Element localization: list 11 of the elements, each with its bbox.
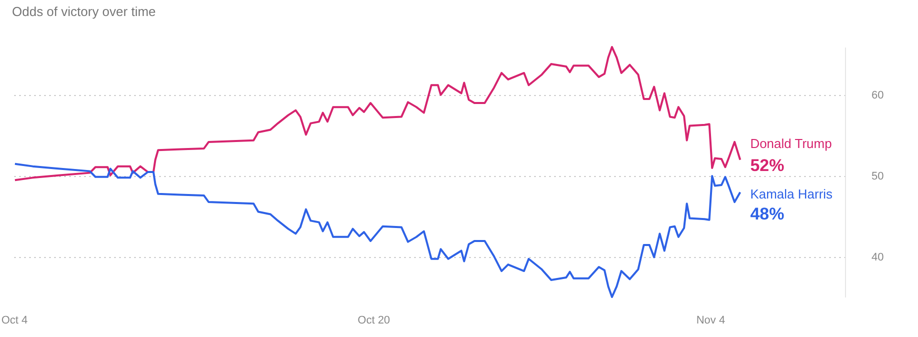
x-tick-label: Oct 20 [358,314,390,326]
y-tick-label: 50 [872,170,884,183]
y-tick-label: 60 [872,89,884,102]
series-label: Kamala Harris [750,186,834,202]
series-label: Donald Trump [750,136,832,151]
chart-title: Odds of victory over time [12,4,156,19]
x-tick-label: Nov 4 [696,314,726,326]
x-tick-label: Oct 4 [1,314,28,326]
data-label: 52% [750,156,784,175]
y-tick-label: 40 [872,252,884,264]
data-label: 48% [750,204,784,224]
